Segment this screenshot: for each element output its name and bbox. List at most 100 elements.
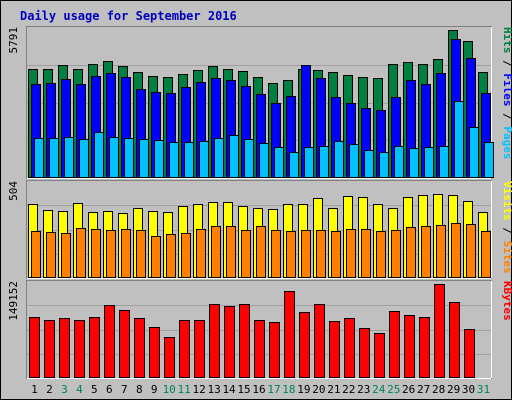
bar-sites bbox=[436, 225, 446, 278]
bar-pages bbox=[214, 138, 224, 178]
bar-kbytes bbox=[74, 320, 85, 378]
x-tick-label: 24 bbox=[372, 383, 386, 396]
series-files bbox=[31, 39, 491, 178]
bar-kbytes bbox=[419, 317, 430, 378]
bar-pages bbox=[169, 142, 179, 178]
x-tick-label: 26 bbox=[402, 383, 415, 396]
x-tick-label: 23 bbox=[357, 383, 370, 396]
bar-kbytes bbox=[164, 337, 175, 378]
bar-kbytes bbox=[464, 329, 475, 378]
x-tick-label: 5 bbox=[91, 383, 98, 396]
x-tick-label: 15 bbox=[237, 383, 250, 396]
legend-side-labels: Hits / Files / Pages bbox=[501, 27, 512, 160]
bar-pages bbox=[334, 141, 344, 178]
series-pages bbox=[34, 101, 494, 178]
bar-pages bbox=[454, 101, 464, 178]
bar-pages bbox=[229, 135, 239, 178]
bar-pages bbox=[379, 152, 389, 178]
bar-sites bbox=[61, 233, 71, 278]
bar-sites bbox=[406, 227, 416, 278]
bar-pages bbox=[424, 147, 434, 178]
legend-label-files: Files bbox=[501, 73, 512, 106]
legend-separator: / bbox=[501, 107, 512, 127]
bar-kbytes bbox=[374, 333, 385, 378]
bar-pages bbox=[94, 132, 104, 178]
legend-separator: / bbox=[501, 221, 512, 241]
x-tick-label: 1 bbox=[31, 383, 38, 396]
bar-kbytes bbox=[434, 284, 445, 378]
legend-label-pages: Pages bbox=[501, 126, 512, 159]
x-tick-label: 4 bbox=[76, 383, 83, 396]
bar-pages bbox=[289, 152, 299, 178]
legend-label-sites: Sites bbox=[501, 241, 512, 274]
bar-sites bbox=[421, 226, 431, 278]
x-tick-label: 9 bbox=[151, 383, 158, 396]
y-max-label: 149152 bbox=[7, 281, 20, 321]
x-tick-label: 8 bbox=[136, 383, 143, 396]
bar-kbytes bbox=[104, 305, 115, 378]
bar-pages bbox=[349, 144, 359, 178]
bar-sites bbox=[226, 226, 236, 278]
x-tick-label: 12 bbox=[193, 383, 206, 396]
bar-sites bbox=[166, 234, 176, 278]
bar-pages bbox=[154, 140, 164, 178]
bar-kbytes bbox=[359, 328, 370, 378]
bar-sites bbox=[196, 229, 206, 278]
x-tick-label: 30 bbox=[462, 383, 475, 396]
bar-pages bbox=[274, 147, 284, 178]
bar-kbytes bbox=[149, 327, 160, 378]
bar-pages bbox=[79, 139, 89, 178]
legend-label-visits: Visits bbox=[501, 181, 512, 221]
bar-pages bbox=[409, 148, 419, 178]
bar-sites bbox=[241, 230, 251, 278]
bar-kbytes bbox=[254, 320, 265, 378]
bar-pages bbox=[439, 146, 449, 178]
y-max-label: 504 bbox=[7, 181, 20, 201]
bar-kbytes bbox=[179, 320, 190, 378]
bar-sites bbox=[361, 229, 371, 278]
bar-sites bbox=[181, 233, 191, 278]
bar-kbytes bbox=[89, 317, 100, 378]
bar-sites bbox=[466, 224, 476, 278]
x-tick-label: 22 bbox=[342, 383, 355, 396]
bar-kbytes bbox=[134, 318, 145, 378]
bar-kbytes bbox=[29, 317, 40, 378]
x-tick-label: 13 bbox=[207, 383, 220, 396]
bar-kbytes bbox=[449, 302, 460, 378]
bar-pages bbox=[109, 137, 119, 178]
x-tick-label: 17 bbox=[267, 383, 280, 396]
x-tick-label: 19 bbox=[297, 383, 310, 396]
bar-kbytes bbox=[59, 318, 70, 378]
x-axis-labels: 1 2 3 4 5 6 7 8 9 10 11 12 13 14 15 16 17 18 19 20 21 22 23 24 2… bbox=[31, 383, 490, 396]
bar-sites bbox=[271, 230, 281, 278]
bar-pages bbox=[259, 143, 269, 178]
bar-pages bbox=[319, 146, 329, 178]
bar-pages bbox=[139, 139, 149, 178]
bar-kbytes bbox=[299, 312, 310, 378]
bar-pages bbox=[304, 147, 314, 178]
bar-sites bbox=[481, 231, 491, 278]
bar-kbytes bbox=[329, 321, 340, 378]
bar-pages bbox=[364, 150, 374, 178]
bar-sites bbox=[286, 231, 296, 278]
bar-pages bbox=[49, 138, 59, 178]
bar-kbytes bbox=[284, 291, 295, 378]
panel-kbytes: 149152 KBytes bbox=[7, 280, 512, 379]
series-sites bbox=[31, 223, 491, 278]
x-tick-label: 16 bbox=[252, 383, 265, 396]
y-max-label: 5791 bbox=[7, 27, 20, 54]
bar-pages bbox=[469, 127, 479, 178]
panel-visits-sites: 504 Visits / Sites bbox=[7, 180, 512, 279]
x-tick-label: 21 bbox=[327, 383, 340, 396]
series-kbytes bbox=[29, 284, 475, 378]
bar-kbytes bbox=[44, 320, 55, 378]
x-tick-label: 2 bbox=[46, 383, 53, 396]
bar-kbytes bbox=[239, 304, 250, 378]
x-tick-label: 11 bbox=[178, 383, 191, 396]
x-tick-label: 25 bbox=[387, 383, 400, 396]
bar-sites bbox=[76, 228, 86, 278]
bar-sites bbox=[301, 230, 311, 278]
bar-sites bbox=[316, 230, 326, 278]
